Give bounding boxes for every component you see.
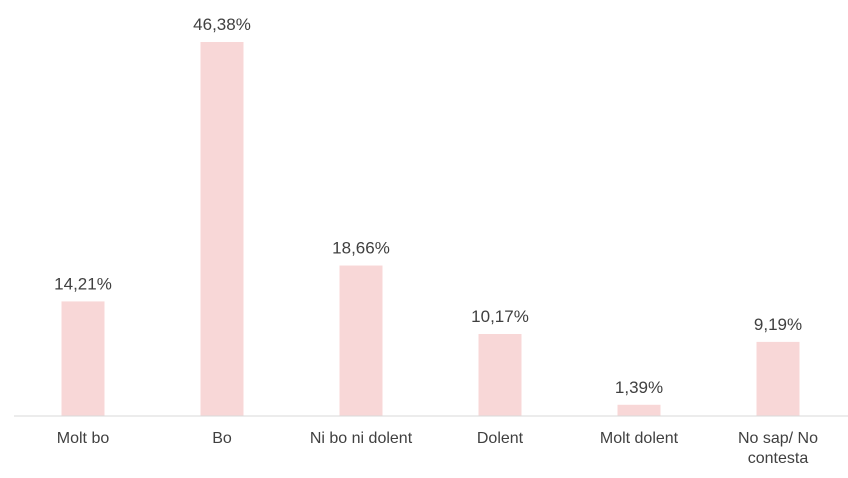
x-tick-label: Bo — [212, 430, 232, 447]
x-tick-label: Molt dolent — [599, 430, 679, 447]
bar — [617, 404, 661, 416]
x-tick-label: No sap/ No contesta — [737, 430, 819, 467]
bar — [61, 301, 105, 416]
bar — [478, 333, 522, 416]
data-label: 14,21% — [54, 274, 112, 293]
x-tick-label: Molt bo — [56, 430, 110, 447]
data-label: 9,19% — [754, 315, 802, 334]
data-label: 46,38% — [193, 15, 251, 34]
data-label: 1,39% — [615, 378, 663, 397]
x-tick-label: Ni bo ni dolent — [309, 430, 413, 447]
x-tick-label: Dolent — [476, 430, 524, 447]
data-label: 18,66% — [332, 239, 390, 258]
bar — [756, 341, 800, 416]
bar — [339, 265, 383, 416]
data-label: 10,17% — [471, 307, 529, 326]
bar — [200, 42, 244, 416]
